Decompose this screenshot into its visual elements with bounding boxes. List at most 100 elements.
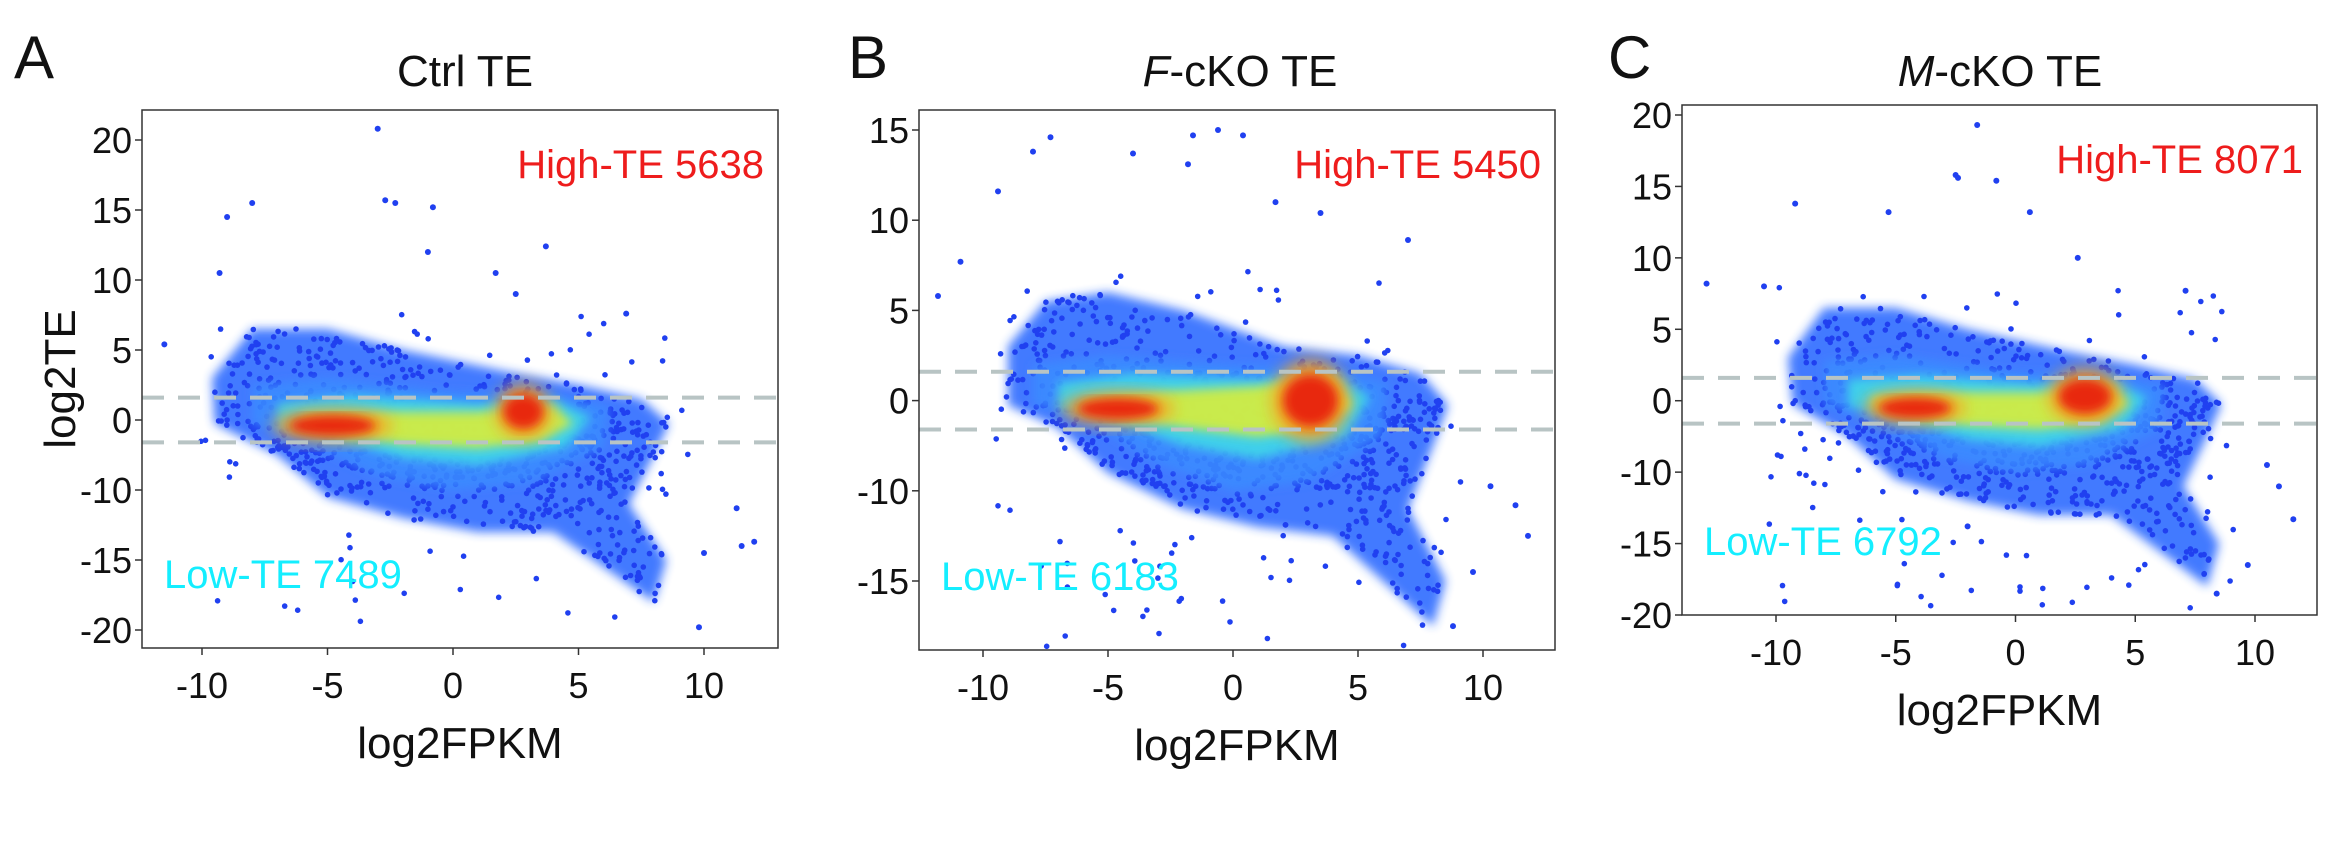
scatter-point <box>410 372 416 379</box>
scatter-point <box>1057 416 1063 423</box>
scatter-point <box>399 366 406 373</box>
scatter-point <box>1054 298 1061 305</box>
scatter-point <box>2030 501 2036 508</box>
scatter-point <box>450 513 457 520</box>
scatter-point <box>2099 498 2105 504</box>
scatter-point <box>1062 445 1068 451</box>
scatter-point <box>1231 331 1237 337</box>
scatter-point <box>1007 376 1013 383</box>
scatter-point <box>2094 502 2100 509</box>
scatter-point <box>307 362 314 369</box>
scatter-point <box>2163 394 2169 401</box>
scatter-point <box>2191 402 2198 409</box>
scatter-point <box>1059 315 1065 322</box>
scatter-point <box>1390 415 1396 422</box>
scatter-point <box>2052 488 2059 495</box>
scatter-point <box>1370 468 1376 475</box>
scatter-point <box>298 449 305 456</box>
scatter-point <box>660 419 667 426</box>
scatter-point <box>1103 437 1110 443</box>
scatter-point <box>1953 351 1959 357</box>
x-tick-label: 0 <box>1223 667 1243 708</box>
scatter-point <box>1030 409 1037 416</box>
scatter-point <box>1134 345 1140 351</box>
scatter-point <box>1025 322 1031 329</box>
scatter-point <box>636 588 642 595</box>
scatter-point <box>627 572 634 579</box>
scatter-point <box>645 422 652 429</box>
outlier-point <box>382 197 389 204</box>
scatter-point <box>542 502 549 508</box>
scatter-point <box>1837 306 1844 312</box>
scatter-point <box>2084 500 2090 507</box>
scatter-point <box>1815 348 1821 355</box>
scatter-point <box>2006 364 2012 371</box>
scatter-point <box>1835 440 1842 446</box>
scatter-point <box>1999 469 2006 475</box>
scatter-point <box>332 471 339 477</box>
scatter-point <box>1897 332 1904 338</box>
scatter-point <box>1901 560 1908 567</box>
scatter-point <box>296 465 303 472</box>
scatter-point <box>420 498 427 505</box>
scatter-point <box>328 362 334 368</box>
scatter-point <box>427 368 434 375</box>
scatter-point <box>1007 317 1013 324</box>
scatter-point <box>1303 506 1310 512</box>
scatter-point <box>1882 327 1889 333</box>
scatter-point <box>1347 506 1354 513</box>
scatter-point <box>291 368 298 374</box>
scatter-point <box>535 523 542 530</box>
scatter-point <box>1043 643 1050 650</box>
outlier-point <box>695 624 702 631</box>
scatter-point <box>1346 522 1352 529</box>
scatter-point <box>419 373 425 380</box>
scatter-point <box>1774 339 1780 345</box>
scatter-point <box>1071 421 1077 428</box>
scatter-point <box>369 347 375 354</box>
scatter-point <box>1406 417 1413 423</box>
scatter-point <box>1947 484 1953 491</box>
scatter-point <box>2057 468 2063 475</box>
scatter-point <box>1093 318 1100 325</box>
scatter-point <box>291 464 297 471</box>
scatter-point <box>537 479 544 486</box>
scatter-point <box>2140 503 2146 510</box>
scatter-point <box>1419 470 1425 477</box>
scatter-point <box>1349 358 1355 364</box>
scatter-point <box>1919 471 1925 478</box>
scatter-point <box>1918 593 1924 600</box>
scatter-point <box>596 526 602 533</box>
scatter-point <box>1042 352 1049 359</box>
scatter-point <box>2182 555 2189 561</box>
scatter-point <box>2061 470 2068 476</box>
scatter-point <box>1265 343 1272 350</box>
outlier-point <box>216 270 223 276</box>
scatter-point <box>2176 558 2182 565</box>
scatter-point <box>1975 348 1981 354</box>
scatter-point <box>1092 447 1098 454</box>
scatter-point <box>460 553 467 559</box>
scatter-point <box>2187 496 2194 502</box>
scatter-point <box>1796 470 1803 477</box>
scatter-point <box>264 364 270 370</box>
scatter-point <box>2108 575 2115 581</box>
scatter-point <box>2008 326 2014 332</box>
scatter-point <box>1225 499 1231 506</box>
scatter-point <box>1894 458 1900 464</box>
scatter-point <box>1976 485 1983 492</box>
scatter-point <box>1417 416 1424 423</box>
scatter-point <box>334 490 340 496</box>
scatter-point <box>2164 460 2171 467</box>
scatter-point <box>1023 400 1029 407</box>
panel-letter: B <box>848 24 888 91</box>
scatter-point <box>1393 392 1399 399</box>
scatter-point <box>1019 376 1026 383</box>
scatter-point <box>1386 460 1392 467</box>
scatter-point <box>1913 461 1919 468</box>
scatter-point <box>2204 509 2211 515</box>
scatter-point <box>1843 331 1850 338</box>
scatter-point <box>2174 394 2180 401</box>
scatter-point <box>2048 485 2055 492</box>
scatter-point <box>1426 406 1432 412</box>
